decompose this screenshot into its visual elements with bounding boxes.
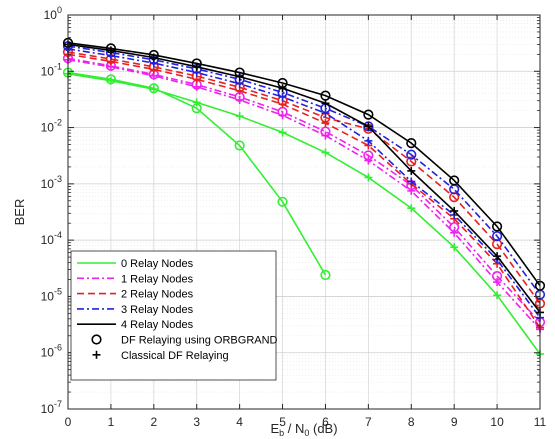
x-axis-label-unit: (dB) [309,421,337,436]
x-tick-label: 10 [490,415,504,429]
x-axis-label-sub-0: 0 [304,428,309,438]
series-4-orbgrand-point [191,58,202,69]
x-tick-labels: 0 1 2 3 4 5 6 7 8 9 10 11 [65,415,547,429]
series-4-orbgrand-point [406,137,417,149]
series-0-classical-line [67,73,541,355]
y-tick-label: 10-6 [41,343,62,360]
x-axis-label-e: E [270,421,279,436]
series-3-classical-point [407,177,416,186]
x-tick-label: 0 [65,415,72,429]
series-4-orbgrand-point [363,109,374,120]
series-0-classical-point [278,128,287,137]
series-1-orbgrand-point [491,270,503,282]
series-0-orbgrand-point [277,196,288,207]
series-1-classical-point [450,228,459,237]
plot-frame [67,14,541,410]
legend-label-1: 1 Relay Nodes [121,273,194,285]
x-tick-label: 2 [150,415,157,429]
series-0-orbgrand-point [148,83,159,94]
series-3-orbgrand-point [406,149,417,160]
series-1-orbgrand-point [320,126,331,137]
x-axis-label-n: / N [284,421,304,436]
x-tick-label: 7 [365,415,372,429]
series-4-orbgrand-point [277,77,288,89]
series-2-classical-point [321,119,330,128]
series-1-classical-line [67,59,541,330]
series-3-classical-point [364,136,373,145]
tick-marks [67,14,541,410]
series-1-orbgrand-point [449,222,460,233]
series-2-orbgrand-point [406,156,417,167]
x-tick-label: 11 [534,415,547,429]
x-tick-label: 9 [451,415,458,429]
series-0-classical-point [192,98,201,107]
y-tick-label: 10-2 [41,118,62,135]
x-tick-label: 6 [322,415,329,429]
legend-label-2: 2 Relay Nodes [121,289,194,301]
y-tick-labels: 100 10-1 10-2 10-3 10-4 10-5 10-6 10-7 [41,5,62,416]
series-0-classical-point [407,204,416,213]
legend-marker-circle [91,334,102,345]
legend-label-0: 0 Relay Nodes [121,258,194,270]
series-2 [62,46,546,332]
y-tick-label: 10-3 [41,174,62,191]
series-4-classical-point [278,84,287,93]
series-0-classical-point [235,112,244,121]
x-axis-label-sub-b: b [279,428,284,438]
series-1-classical-point [493,278,502,287]
legend-label-3: 3 Relay Nodes [121,304,194,316]
y-tick-label: 10-1 [41,61,62,78]
x-tick-label: 8 [408,415,415,429]
y-tick-label: 100 [44,5,62,22]
series-0-orbgrand-point [105,74,117,85]
series-4-orbgrand-point [105,43,117,54]
series-4-orbgrand-point [320,90,331,101]
series-0-classical-point [493,291,502,300]
x-axis-label: Eb / N0 (dB) [270,421,337,438]
series-4-classical-point [364,122,373,131]
series-4-classical-point [493,252,502,261]
series-3-orbgrand-line [67,45,541,296]
legend-box [70,250,277,381]
y-axis-label: BER [12,199,27,226]
series-4-classical-line [67,43,541,313]
series-4-orbgrand-line [67,42,541,287]
x-tick-label: 1 [108,415,115,429]
legend-marker-label-0: DF Relaying using ORBGRAND [121,335,278,347]
series-1-orbgrand-point [363,150,374,161]
legend-items: 0 Relay Nodes 1 Relay Nodes 2 Relay Nodes 3… [77,258,278,362]
series-3-classical-line [67,48,541,319]
y-tick-label: 10-4 [41,230,62,247]
series-1-orbgrand-line [67,57,541,323]
x-tick-label: 5 [279,415,286,429]
series-2-classical-line [67,53,541,328]
legend-marker-plus [92,350,101,359]
series-4-orbgrand-point [449,175,460,186]
legend: 0 Relay Nodes 1 Relay Nodes 2 Relay Nodes 3… [70,250,278,381]
y-tick-label: 10-7 [41,399,62,416]
series-4-orbgrand-point [234,67,245,78]
series-3-orbgrand-point [363,121,374,132]
series-0-orbgrand-point [320,269,331,281]
series-2-orbgrand-line [67,51,541,304]
series-4-classical-point [450,206,459,215]
legend-marker-label-1: Classical DF Relaying [121,350,229,362]
series-0-classical-point [321,148,330,157]
series-0-classical-point [450,243,459,252]
y-tick-label: 10-5 [41,286,62,303]
x-tick-label: 4 [236,415,243,429]
series-0-classical-point [364,173,373,182]
series-4-classical-point [407,166,416,175]
series-4-orbgrand-point [148,49,159,61]
series-0-orbgrand-point [191,103,202,114]
series-4-orbgrand-point [491,221,503,232]
x-tick-label: 3 [193,415,200,429]
series-1-classical-point [407,186,416,195]
series-3-orbgrand-point [491,230,503,242]
series-0-orbgrand-point [234,140,245,151]
legend-label-4: 4 Relay Nodes [121,319,194,331]
